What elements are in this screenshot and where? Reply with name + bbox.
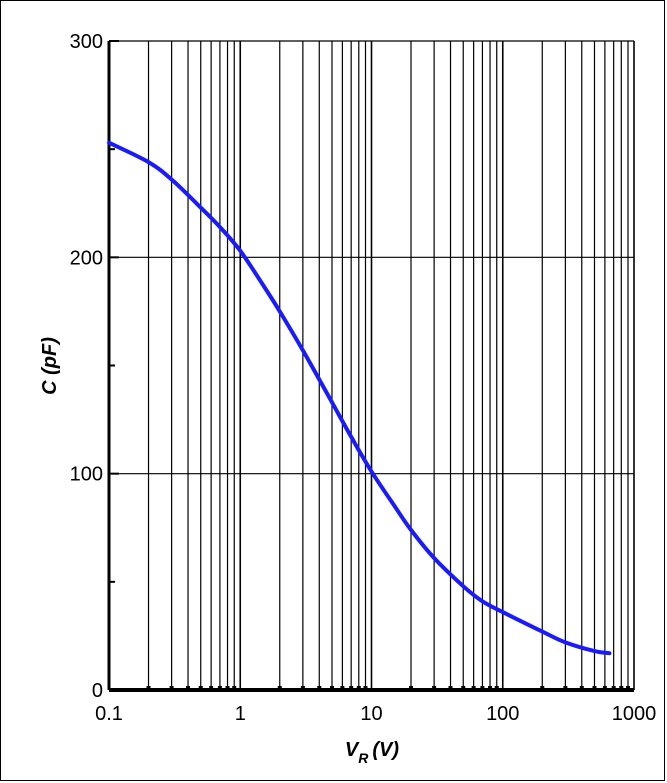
x-axis-title-subscript: R	[358, 750, 369, 766]
x-tick-label: 1	[235, 703, 246, 725]
x-tick-label: 10	[360, 703, 382, 725]
x-axis-title: VR (V)	[345, 739, 399, 766]
x-axis-title-main: V	[345, 739, 360, 761]
x-tick-labels: 0.1 1 10 100 1000	[95, 703, 656, 725]
grid-lines	[108, 40, 635, 692]
x-tick-label: 1000	[612, 703, 657, 725]
y-tick-label: 300	[70, 31, 103, 53]
x-tick-label: 100	[486, 703, 519, 725]
series-line	[107, 140, 612, 656]
x-axis-title-unit: (V)	[372, 739, 399, 761]
y-axis-title: C (pF)	[39, 337, 61, 395]
y-tick-label: 100	[70, 464, 103, 486]
y-tick-labels: 0 100 200 300	[70, 31, 103, 702]
y-tick-label: 200	[70, 247, 103, 269]
y-tick-label: 0	[92, 680, 103, 702]
series-lines	[107, 140, 612, 656]
x-tick-label: 0.1	[95, 703, 123, 725]
axes	[107, 40, 634, 692]
